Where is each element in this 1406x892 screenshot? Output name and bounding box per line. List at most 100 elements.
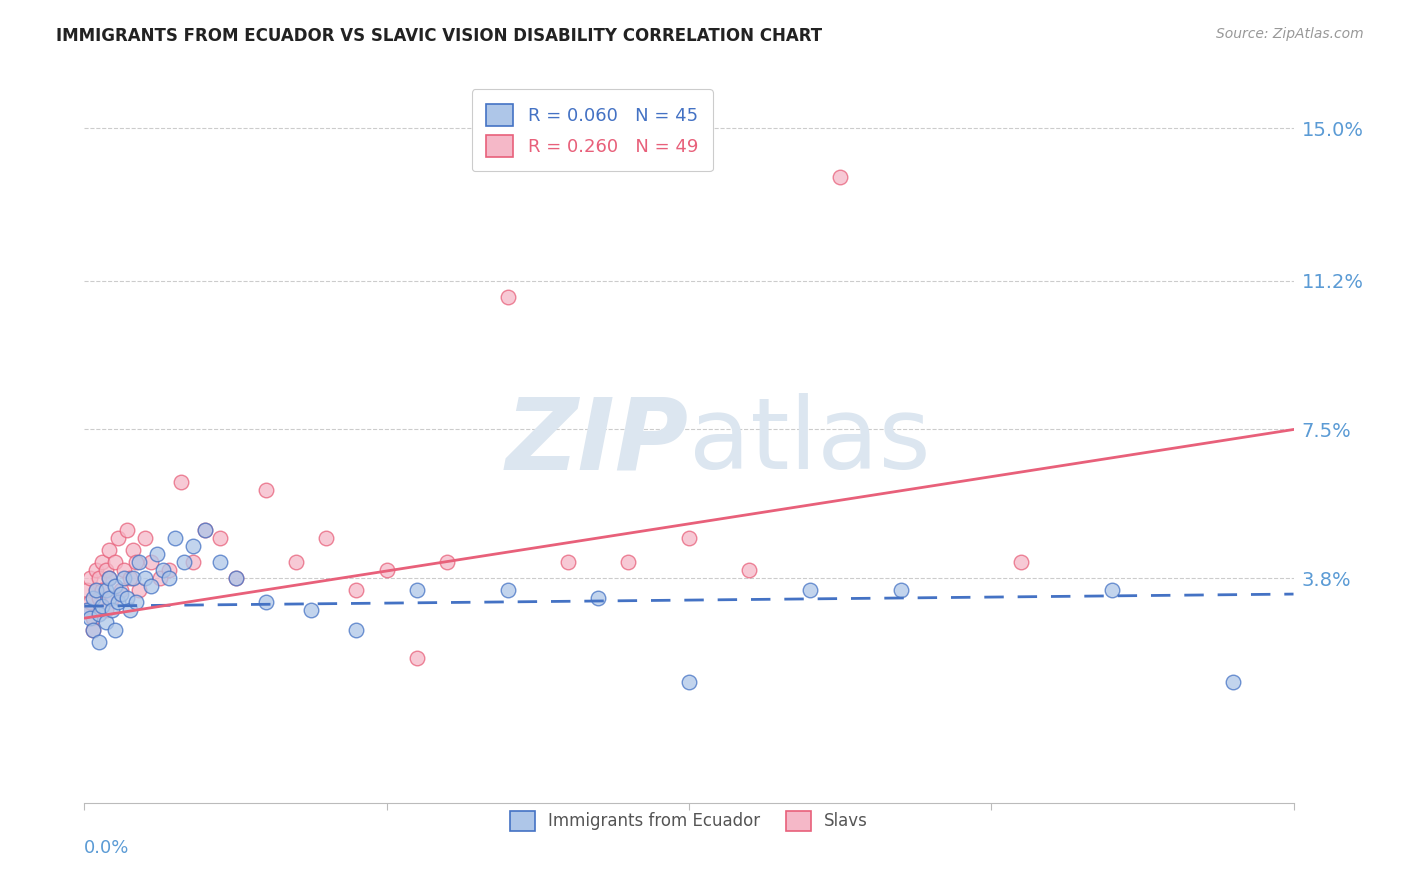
Point [1011,555,1033,569]
Point [738,563,761,577]
Point [104,579,127,593]
Point [1222,675,1244,690]
Point [181,539,204,553]
Point [254,483,277,497]
Point [107,595,129,609]
Point [157,571,180,585]
Point [830,169,852,184]
Point [406,651,429,665]
Point [678,531,700,545]
Point [79,595,101,609]
Point [91,599,114,614]
Text: atlas: atlas [689,393,931,490]
Point [173,555,195,569]
Point [115,523,138,537]
Point [170,475,193,489]
Point [89,635,111,649]
Point [94,583,117,598]
Point [285,555,308,569]
Point [97,542,120,557]
Point [100,591,122,606]
Point [86,583,108,598]
Point [181,555,204,569]
Point [617,555,640,569]
Point [588,591,610,606]
Point [104,623,127,637]
Point [107,531,129,545]
Text: Source: ZipAtlas.com: Source: ZipAtlas.com [1216,27,1364,41]
Point [128,555,150,569]
Point [209,531,232,545]
Point [121,571,143,585]
Point [82,611,104,625]
Point [165,531,187,545]
Point [76,603,98,617]
Legend: Immigrants from Ecuador, Slavs: Immigrants from Ecuador, Slavs [503,805,875,838]
Point [97,571,120,585]
Point [104,555,127,569]
Point [799,583,821,598]
Text: IMMIGRANTS FROM ECUADOR VS SLAVIC VISION DISABILITY CORRELATION CHART: IMMIGRANTS FROM ECUADOR VS SLAVIC VISION… [56,27,823,45]
Point [134,531,156,545]
Point [139,579,162,593]
Point [134,571,156,585]
Point [94,563,117,577]
Point [125,555,148,569]
Point [86,583,108,598]
Point [125,595,148,609]
Point [115,591,138,606]
Point [890,583,912,598]
Point [76,583,98,598]
Point [152,563,174,577]
Point [110,583,132,598]
Point [375,563,398,577]
Point [346,623,368,637]
Point [89,571,111,585]
Point [496,583,519,598]
Point [128,583,150,598]
Point [1101,583,1123,598]
Point [557,555,579,569]
Point [97,591,120,606]
Point [86,563,108,577]
Point [91,555,114,569]
Point [406,583,429,598]
Point [94,603,117,617]
Point [82,623,104,637]
Point [346,583,368,598]
Point [315,531,337,545]
Point [118,571,141,585]
Point [225,571,247,585]
Point [112,571,135,585]
Point [254,595,277,609]
Point [121,542,143,557]
Point [82,591,104,606]
Point [194,523,217,537]
Point [496,290,519,304]
Point [225,571,247,585]
Point [91,583,114,598]
Point [89,607,111,621]
Point [110,587,132,601]
Point [89,591,111,606]
Point [194,523,217,537]
Point [100,603,122,617]
Point [157,563,180,577]
Point [209,555,232,569]
Point [76,603,98,617]
Point [82,623,104,637]
Point [97,571,120,585]
Point [146,547,169,561]
Point [94,615,117,630]
Point [112,563,135,577]
Point [139,555,162,569]
Point [299,603,322,617]
Point [79,611,101,625]
Text: ZIP: ZIP [506,393,689,490]
Point [436,555,458,569]
Text: 0.0%: 0.0% [84,838,129,857]
Point [149,571,172,585]
Point [79,571,101,585]
Point [118,603,141,617]
Point [678,675,700,690]
